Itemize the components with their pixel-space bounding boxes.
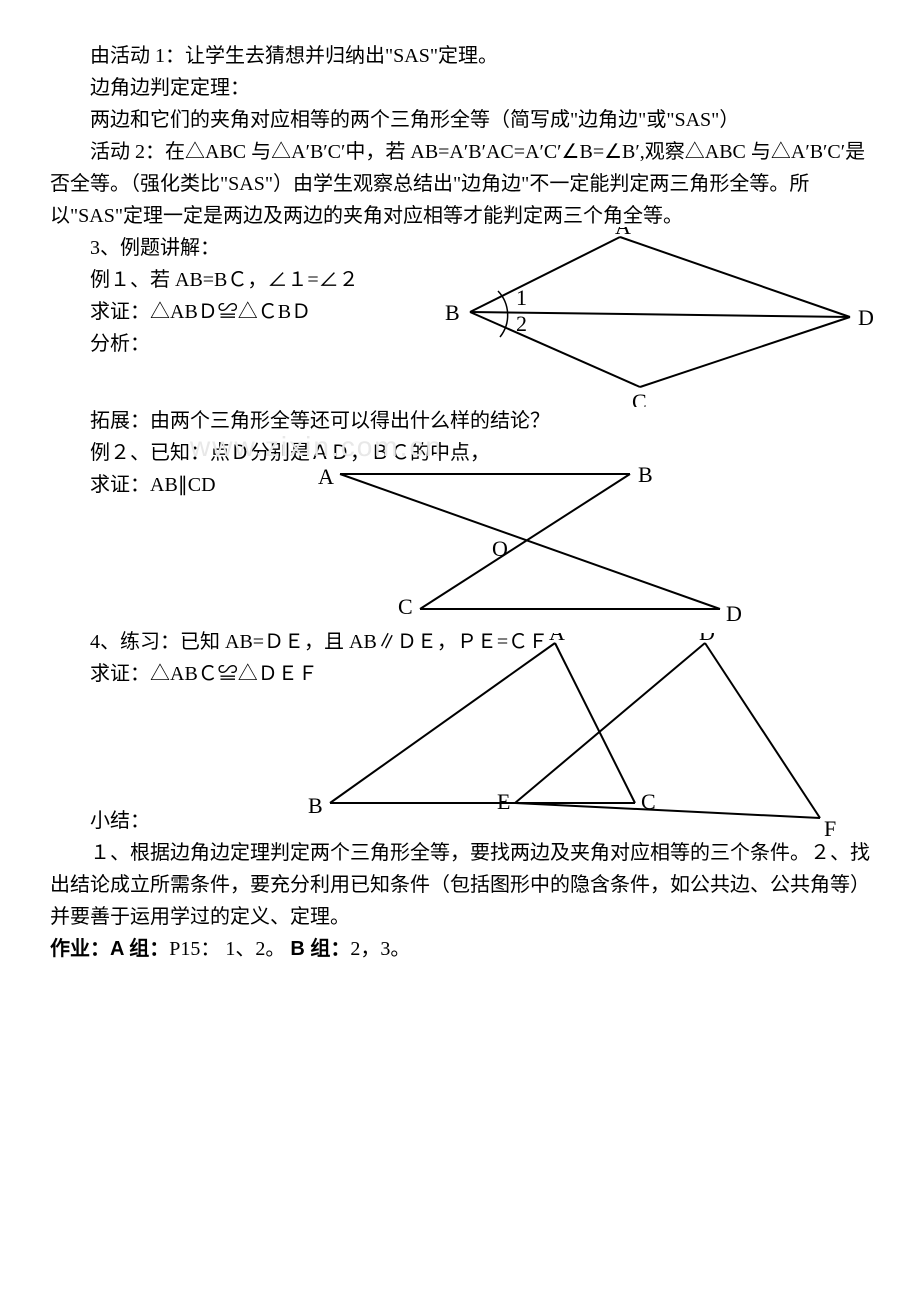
diagram-crossed-triangles: A B C D O: [280, 459, 760, 629]
paragraph: 求证：△ABＤ≌△ＣBＤ: [50, 296, 410, 328]
svg-text:C: C: [398, 594, 413, 619]
svg-text:A: A: [549, 633, 565, 645]
paragraph: 分析：: [50, 328, 410, 360]
svg-text:D: D: [726, 601, 742, 626]
svg-text:D: D: [699, 633, 715, 645]
paragraph: １、根据边角边定理判定两个三角形全等，要找两边及夹角对应相等的三个条件。２、找出…: [50, 837, 870, 933]
group-a-text: P15： 1、2。: [169, 938, 290, 960]
svg-text:O: O: [492, 536, 508, 561]
svg-text:B: B: [308, 793, 323, 818]
group-b-label: B 组：: [290, 938, 350, 960]
paragraph: 边角边判定定理：: [50, 72, 870, 104]
paragraph: 拓展：由两个三角形全等还可以得出什么样的结论？: [50, 405, 870, 437]
svg-text:2: 2: [516, 311, 527, 336]
diagram-triangle-abcd: A B C D 12: [390, 227, 890, 407]
svg-text:F: F: [824, 816, 836, 838]
paragraph: 两边和它们的夹角对应相等的两个三角形全等（简写成"边角边"或"SAS"）: [50, 104, 870, 136]
diagram-overlapping-triangles: A B C D E F: [300, 633, 860, 838]
homework-line: 作业：A 组：P15： 1、2。 B 组：2，3。: [50, 933, 870, 965]
svg-text:C: C: [632, 389, 647, 407]
paragraph: 求证：AB∥CD: [50, 469, 310, 501]
paragraph: 由活动 1：让学生去猜想并归纳出"SAS"定理。: [50, 40, 870, 72]
svg-text:1: 1: [516, 285, 527, 310]
svg-text:A: A: [318, 464, 334, 489]
svg-text:D: D: [858, 305, 874, 330]
paragraph: 活动 2：在△ABC 与△A′B′C′中，若 AB=A′B′AC=A′C′∠B=…: [50, 136, 870, 232]
svg-text:B: B: [445, 300, 460, 325]
svg-text:A: A: [615, 227, 631, 239]
group-a-label: A 组：: [110, 938, 169, 960]
svg-text:E: E: [497, 789, 510, 814]
group-b-text: 2，3。: [350, 938, 410, 960]
paragraph: 例１、若 AB=BＣ，∠１=∠２: [50, 264, 410, 296]
paragraph: 3、例题讲解：: [50, 232, 410, 264]
homework-prefix: 作业：: [50, 938, 110, 960]
svg-text:C: C: [641, 789, 656, 814]
svg-text:B: B: [638, 462, 653, 487]
